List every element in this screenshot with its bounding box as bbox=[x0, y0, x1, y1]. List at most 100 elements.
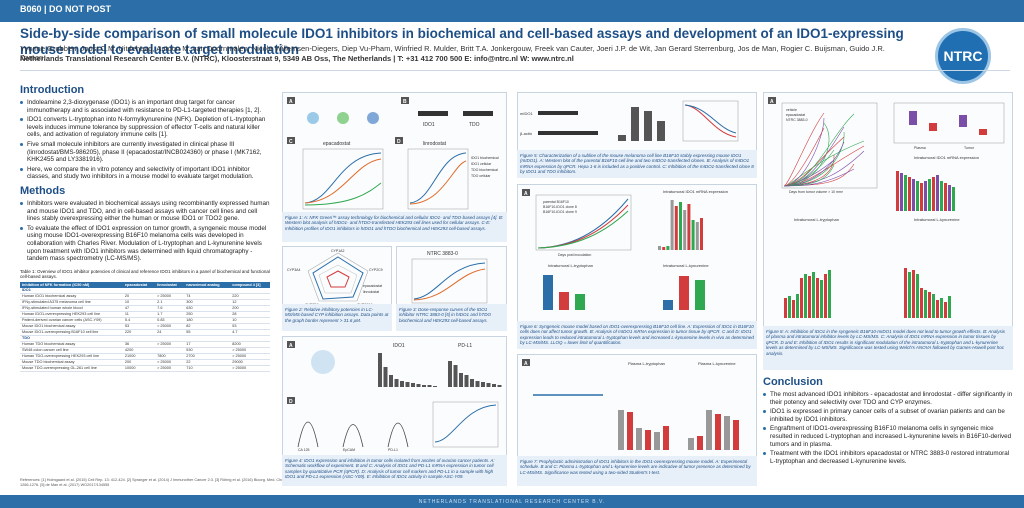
table-header-cell: Inhibition of NFK formation (IC50 nM) bbox=[20, 281, 123, 288]
figure-8-caption: Figure 8: A: Inhibition of IDO1 in the s… bbox=[763, 326, 1013, 370]
table-cell: 300 bbox=[184, 299, 231, 306]
bar bbox=[706, 410, 712, 450]
radar-series-linrodostat bbox=[326, 270, 350, 288]
svg-text:β-actin: β-actin bbox=[520, 131, 532, 136]
svg-text:TDO cellular: TDO cellular bbox=[471, 174, 491, 178]
bar bbox=[416, 384, 421, 387]
enzyme-icon bbox=[307, 112, 319, 124]
svg-text:A: A bbox=[289, 99, 293, 105]
table-cell: 22 bbox=[184, 359, 231, 366]
svg-text:epacadostat: epacadostat bbox=[363, 284, 382, 288]
table-row: Patient-derived ovarian cancer cells (AS… bbox=[20, 317, 270, 324]
methods-bullet: Inhibitors were evaluated in biochemical… bbox=[20, 200, 270, 223]
fig4c-bars bbox=[448, 361, 502, 387]
bar bbox=[784, 298, 787, 318]
bar bbox=[944, 302, 947, 318]
bar bbox=[674, 206, 678, 250]
table-cell: 74 bbox=[184, 293, 231, 300]
bar bbox=[459, 373, 463, 387]
table-header-row: Inhibition of NFK formation (IC50 nM) epa… bbox=[20, 281, 270, 288]
curve bbox=[304, 182, 382, 206]
header-divider bbox=[20, 70, 1010, 71]
svg-text:CYP2C9: CYP2C9 bbox=[369, 268, 383, 272]
bar bbox=[928, 179, 931, 211]
bar bbox=[733, 420, 739, 450]
bar bbox=[944, 183, 947, 211]
svg-text:CYP1A2: CYP1A2 bbox=[331, 249, 344, 253]
bar bbox=[663, 300, 673, 310]
svg-text:Days post inoculation: Days post inoculation bbox=[558, 253, 591, 257]
fig7b-bars bbox=[618, 410, 669, 450]
svg-text:A: A bbox=[524, 191, 528, 197]
bar bbox=[900, 173, 903, 211]
bar bbox=[400, 381, 404, 387]
bar bbox=[920, 288, 923, 318]
bar bbox=[497, 385, 502, 387]
growth-curve bbox=[783, 140, 865, 187]
table-row: Human TDO biochemical assay 36 > 25000 17 82… bbox=[20, 341, 270, 348]
table-cell: 12 bbox=[230, 299, 270, 306]
top-bar: B060 | DO NOT POST bbox=[0, 0, 1024, 22]
poster-title: Side-by-side comparison of small molecul… bbox=[20, 26, 904, 57]
bar bbox=[470, 379, 474, 387]
table-cell: 200 bbox=[122, 359, 156, 366]
bar bbox=[453, 365, 458, 387]
bar bbox=[475, 381, 480, 387]
bar bbox=[828, 270, 831, 318]
bar bbox=[952, 187, 955, 211]
table-cell: 4.7 bbox=[230, 329, 270, 336]
cyp-radar-chart: CYP1A2 CYP2C9 CYP2C19 CYP2D6 CYP3A4 epac… bbox=[287, 249, 383, 307]
table-cell: 53 bbox=[122, 323, 156, 330]
figure-4-caption: Figure 4: IDO1 expression and inhibition… bbox=[282, 455, 507, 486]
growth-curve bbox=[783, 122, 830, 187]
table-cell: 20 bbox=[122, 293, 156, 300]
figure-8-panel: A Days from tumor volume > 10 mm³ vehicl… bbox=[763, 92, 1013, 370]
bar bbox=[936, 300, 939, 318]
table-cell: 21000 bbox=[122, 353, 156, 360]
bar bbox=[924, 181, 927, 211]
conclusion-list: The most advanced IDO1 inhibitors - epac… bbox=[763, 391, 1013, 465]
bar bbox=[627, 412, 633, 450]
wb-band bbox=[463, 111, 493, 116]
table-cell: 180 bbox=[184, 317, 231, 324]
table-cell: > 25000 bbox=[230, 347, 270, 354]
bar bbox=[916, 181, 919, 211]
bar bbox=[687, 204, 691, 250]
footer: NETHERLANDS TRANSLATIONAL RESEARCH CENTE… bbox=[0, 495, 1024, 508]
table-cell: 4200 bbox=[122, 347, 156, 354]
table-cell: Mouse TDO biochemical assay bbox=[20, 359, 123, 366]
bar bbox=[697, 436, 703, 450]
svg-text:linrodostat: linrodostat bbox=[363, 290, 379, 294]
bar bbox=[618, 410, 624, 450]
svg-text:EpCAM: EpCAM bbox=[343, 448, 355, 452]
table-cell: 0.83 bbox=[155, 317, 185, 324]
svg-text:Plasma L-kynurenine: Plasma L-kynurenine bbox=[698, 361, 736, 366]
bar bbox=[691, 220, 695, 250]
table-cell: 1.7 bbox=[155, 311, 185, 318]
table-cell: Mouse IDO1-overexpressing B16F10 cell li… bbox=[20, 329, 123, 336]
curve bbox=[304, 158, 382, 204]
figure-4-graphic: A IDO1 PD-L1 D CA 125 EpCAM PD-L1 bbox=[287, 341, 502, 452]
bar bbox=[683, 210, 687, 250]
table-cell: Human TDO-overexpressing HEK293 cell lin… bbox=[20, 353, 123, 360]
table-cell bbox=[230, 335, 270, 342]
bar bbox=[908, 177, 911, 211]
bar bbox=[657, 121, 665, 141]
table-header-cell: linrodostat bbox=[155, 281, 185, 288]
fig7c-bars bbox=[688, 410, 739, 450]
table-cell: TDO bbox=[20, 335, 123, 342]
table-cell: 220 bbox=[122, 329, 156, 336]
bar bbox=[679, 276, 689, 310]
table-cell: 200 bbox=[230, 305, 270, 312]
svg-text:PD-L1: PD-L1 bbox=[388, 448, 398, 452]
bar bbox=[824, 274, 827, 318]
bar bbox=[645, 430, 651, 450]
table-cell: > 25000 bbox=[155, 341, 185, 348]
bar bbox=[936, 175, 939, 211]
bar bbox=[792, 300, 795, 318]
table-row: IFNγ-stimulated human whole blood 47 7.6 63… bbox=[20, 305, 270, 312]
fig6b-bars bbox=[658, 200, 703, 250]
growth-curve bbox=[783, 112, 825, 187]
table-cell: 47 bbox=[122, 305, 156, 312]
bar bbox=[448, 361, 452, 387]
